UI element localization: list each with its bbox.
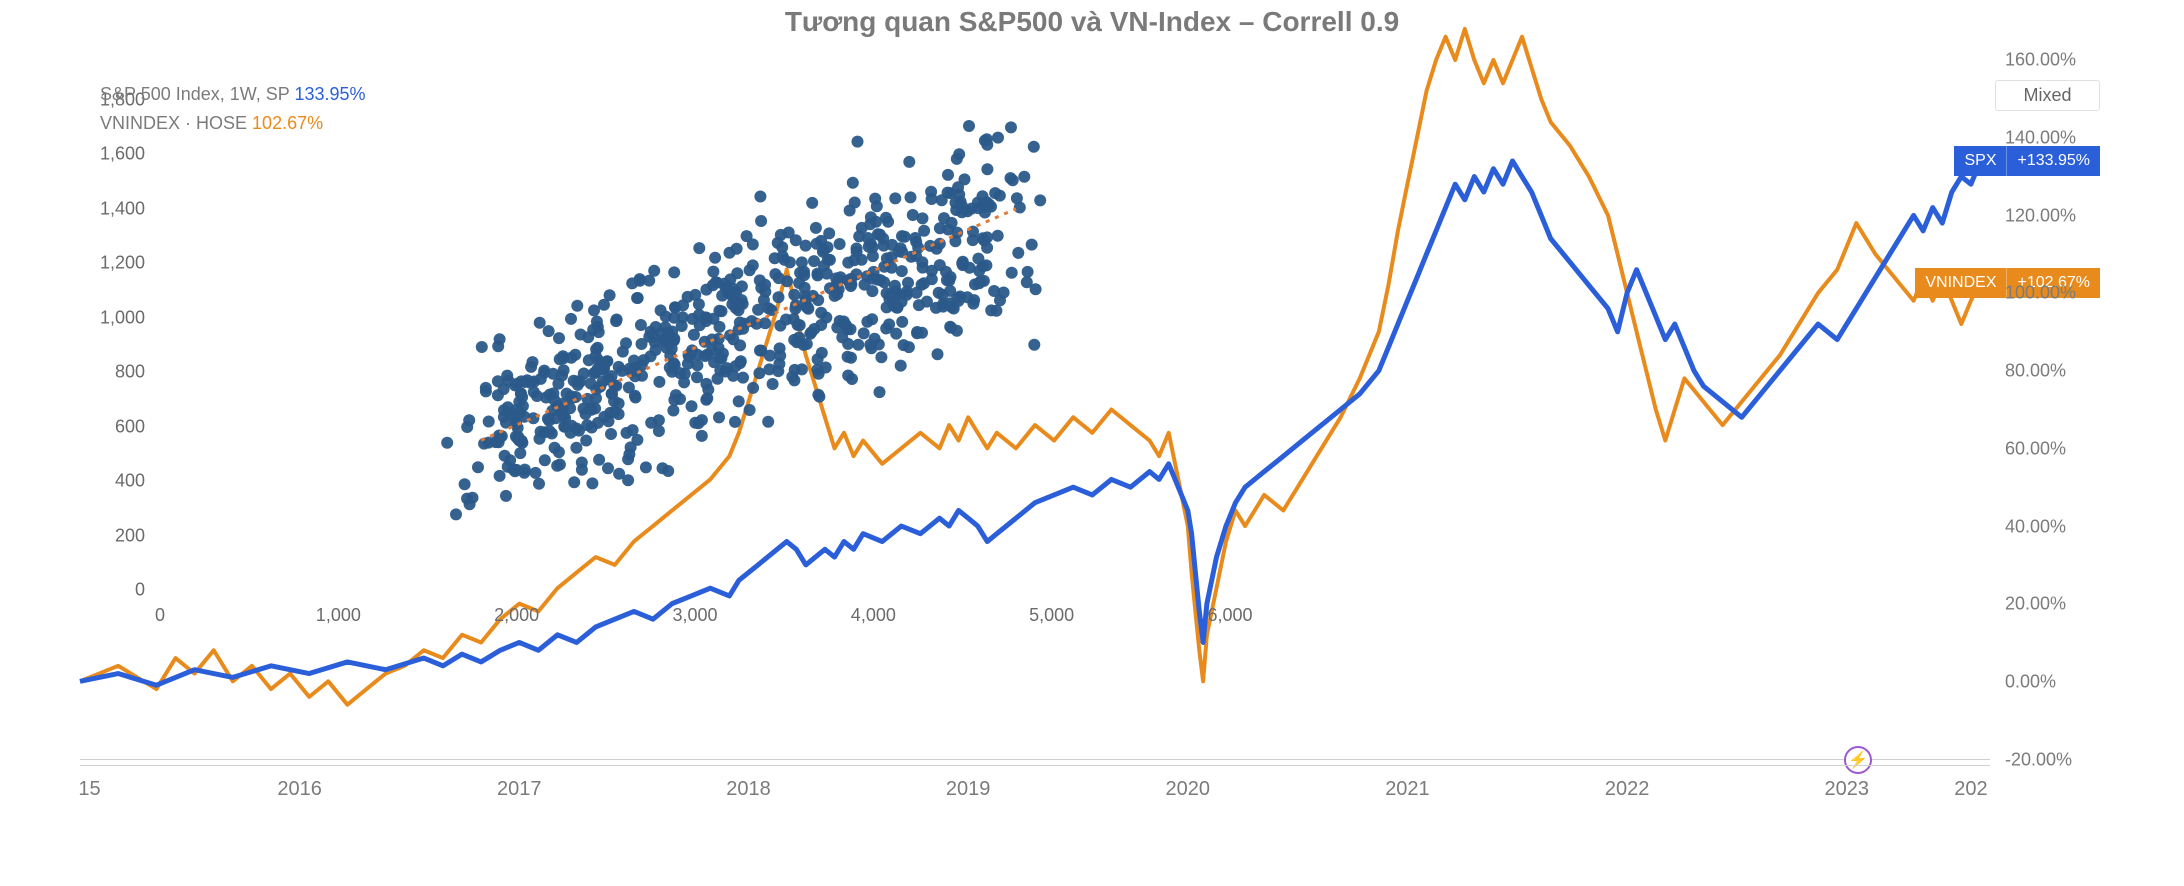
- scatter-x-axis: 01,0002,0003,0004,0005,0006,000: [160, 595, 1230, 640]
- legend-vn-value: 102.67%: [252, 113, 323, 133]
- scatter-y-tick: 400: [85, 471, 145, 492]
- scatter-plot-area: [160, 100, 1230, 590]
- y-tick: 40.00%: [1995, 516, 2100, 537]
- y-tick: 140.00%: [1995, 127, 2100, 148]
- plot-area: 02004006008001,0001,2001,4001,6001,800 0…: [80, 60, 1990, 760]
- x-tick: 2018: [726, 778, 771, 801]
- scatter-y-tick: 600: [85, 416, 145, 437]
- badge-spx[interactable]: SPX +133.95%: [1954, 146, 2100, 176]
- scatter-svg: [160, 100, 1230, 590]
- badge-vn-symbol: VNINDEX: [1915, 268, 2006, 298]
- x-axis: 15 2016 2017 2018 2019 2020 2021 2022 2023 202: [80, 765, 1990, 810]
- x-tick: 2022: [1605, 778, 1650, 801]
- x-tick: 2017: [497, 778, 542, 801]
- scatter-points: [441, 120, 1046, 520]
- chart-title: Tương quan S&P500 và VN-Index – Correll …: [0, 6, 2184, 38]
- legend-vn-label: VNINDEX · HOSE: [100, 113, 247, 133]
- badge-spx-value: +133.95%: [2006, 146, 2100, 176]
- y-tick: 0.00%: [1995, 672, 2100, 693]
- y-tick: 120.00%: [1995, 205, 2100, 226]
- scatter-y-tick: 800: [85, 362, 145, 383]
- scatter-x-tick: 3,000: [672, 605, 717, 626]
- legend-spx-row: S&P 500 Index, 1W, SP 133.95%: [100, 80, 366, 109]
- scatter-inset: 02004006008001,0001,2001,4001,6001,800 0…: [80, 100, 1230, 640]
- legend-spx-value: 133.95%: [294, 84, 365, 104]
- scatter-x-tick: 6,000: [1207, 605, 1252, 626]
- y-axis-right: Mixed SPX +133.95% VNINDEX +102.67% -20.…: [1995, 60, 2100, 760]
- legend-vn-row: VNINDEX · HOSE 102.67%: [100, 109, 366, 138]
- scatter-x-tick: 4,000: [851, 605, 896, 626]
- x-tick: 15: [78, 778, 100, 801]
- y-tick: 20.00%: [1995, 594, 2100, 615]
- x-tick: 2019: [946, 778, 991, 801]
- scatter-x-tick: 2,000: [494, 605, 539, 626]
- x-tick: 2021: [1385, 778, 1430, 801]
- scatter-y-tick: 1,200: [85, 253, 145, 274]
- x-tick: 2023: [1825, 778, 1870, 801]
- mixed-label-box[interactable]: Mixed: [1995, 80, 2100, 111]
- x-tick: 2016: [277, 778, 322, 801]
- scatter-y-tick: 1,600: [85, 144, 145, 165]
- scatter-x-tick: 5,000: [1029, 605, 1074, 626]
- badge-spx-symbol: SPX: [1954, 146, 2006, 176]
- y-tick: 160.00%: [1995, 50, 2100, 71]
- scatter-y-tick: 0: [85, 580, 145, 601]
- scatter-y-tick: 1,400: [85, 198, 145, 219]
- main-chart: 02004006008001,0001,2001,4001,6001,800 0…: [80, 60, 2100, 810]
- series-legend: S&P 500 Index, 1W, SP 133.95% VNINDEX · …: [100, 80, 366, 138]
- scatter-x-tick: 1,000: [316, 605, 361, 626]
- y-tick: 80.00%: [1995, 361, 2100, 382]
- x-tick: 2020: [1166, 778, 1211, 801]
- scatter-y-tick: 1,000: [85, 307, 145, 328]
- scatter-y-axis: 02004006008001,0001,2001,4001,6001,800: [80, 100, 155, 590]
- y-tick: 100.00%: [1995, 283, 2100, 304]
- scatter-x-tick: 0: [155, 605, 165, 626]
- x-tick: 202: [1954, 778, 1987, 801]
- y-tick: 60.00%: [1995, 438, 2100, 459]
- scatter-y-tick: 200: [85, 525, 145, 546]
- y-tick: -20.00%: [1995, 750, 2100, 771]
- legend-spx-label: S&P 500 Index, 1W, SP: [100, 84, 289, 104]
